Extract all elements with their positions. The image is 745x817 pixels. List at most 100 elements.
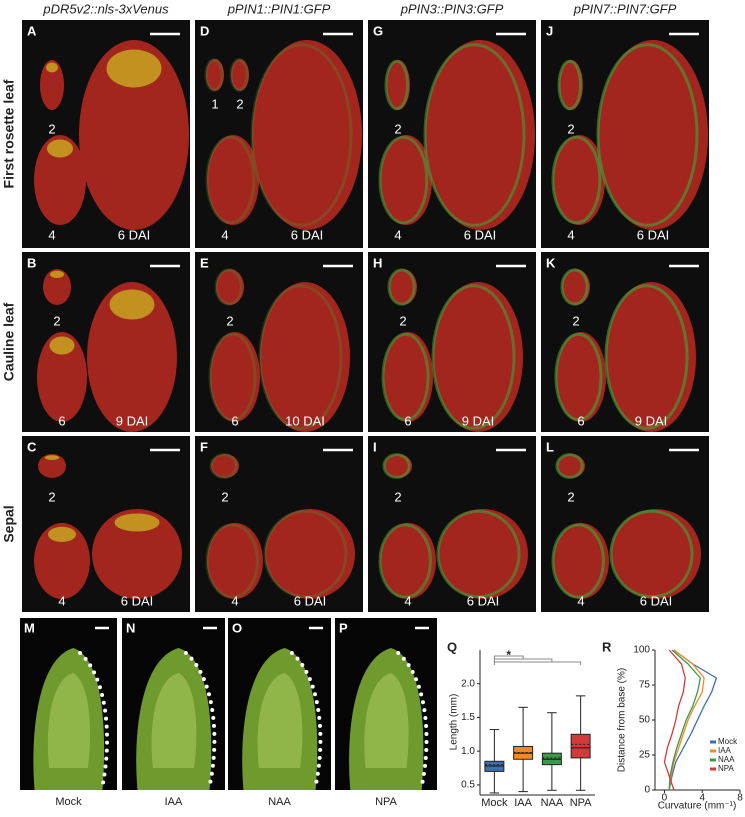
stage-label: 6 DAI [464,227,497,242]
stage-label: 2 [399,313,406,328]
organ [210,332,260,422]
panel-letter: F [200,439,208,454]
organ-signal [560,268,589,306]
stage-label: 1 [211,96,218,111]
organ-signal [250,43,353,227]
image-panel: A 2 4 6 DAI [22,20,190,248]
stage-label: 6 DAI [640,593,673,608]
photo-panel: O [228,618,331,790]
x-axis-label: Curvature (mm⁻¹) [658,801,737,812]
panel-letter: G [373,23,383,38]
image-panel: K 2 6 9 DAI [541,252,709,432]
organ [216,269,244,305]
photo-panel: N [122,618,225,790]
organ-signal [46,62,58,73]
panel-letter: M [24,620,35,635]
organ-signal [431,284,516,430]
row-title: Cauline leaf [1,302,17,381]
organ [611,509,701,599]
stage-label: 4 [48,227,55,242]
organ [38,454,66,478]
organ-signal [205,135,256,225]
organ-signal [47,139,73,158]
organ-signal [209,453,238,479]
column-title: pDR5v2::nls-3xVenus [42,1,169,16]
legend-label: NPA [718,764,735,773]
organ-signal [609,509,694,599]
legend-label: Mock [718,737,738,746]
stage-label: 2 [48,489,55,504]
organ [384,454,412,478]
organ-signal [378,135,429,225]
organ [252,40,362,230]
organ [606,282,696,432]
organ-signal [381,332,430,422]
y-axis-label: Length (mm) [449,694,460,751]
x-tick-label: 8 [737,793,743,804]
image-panel: F 2 4 6 DAI [195,436,363,612]
stage-label: 9 DAI [635,413,668,428]
stage-label: 6 DAI [291,227,324,242]
organ [380,523,436,599]
row-title: Sepal [1,505,17,542]
panel-letter: B [27,255,36,270]
organ-signal [378,523,432,599]
curvature-line [668,649,718,791]
stage-label: 6 [577,413,584,428]
x-tick-label: IAA [514,797,532,809]
organ [598,40,708,230]
leaf-highlight [364,673,409,768]
organ-signal [557,59,583,111]
leaf-outline [78,651,110,788]
organ-signal [551,135,602,225]
organ [433,282,523,432]
organ [260,282,350,432]
organ-signal [45,455,59,460]
y-tick-label: 1.0 [461,746,475,757]
y-axis-label: Distance from base (%) [617,668,628,772]
leaf-outline [183,651,217,788]
significance-marker: * [506,648,511,662]
organ [553,523,609,599]
panel-letter: C [27,439,37,454]
stage-label: 2 [567,489,574,504]
organ-signal [551,523,605,599]
organ-signal [423,43,526,227]
significance-bracket [493,658,553,662]
organ [40,60,64,110]
organ [37,332,87,422]
organ [559,60,583,110]
leaf-outline [289,651,323,788]
organ-signal [205,523,259,599]
panel-letter: Q [447,639,457,654]
organ-signal [109,289,155,320]
image-panel: J 2 4 6 DAI [541,20,709,248]
legend-label: IAA [718,746,732,755]
stage-label: 2 [48,121,55,136]
y-tick-label: 1.5 [461,712,475,723]
organ-signal [436,509,521,599]
organ [207,135,259,225]
image-panel: H 2 6 9 DAI [368,252,536,432]
organ-signal [208,332,257,422]
organ [231,59,249,91]
organ-signal [214,268,243,306]
stage-label: 2 [567,121,574,136]
stage-label: 6 DAI [467,593,500,608]
y-tick-label: 25 [639,750,651,761]
panel-letter: N [126,620,135,635]
stage-label: 6 [231,413,238,428]
image-panel: C 2 4 6 DAI [22,436,190,612]
stage-label: 6 [58,413,65,428]
box [570,733,591,759]
column-title: pPIN3::PIN3:GFP [400,1,504,16]
stage-label: 6 DAI [121,593,154,608]
significance-bracket [493,661,582,665]
organ-signal [384,59,410,111]
stage-label: 4 [394,227,401,242]
organ [87,282,177,432]
panel-letter: H [373,255,382,270]
organ-signal [258,284,343,430]
legend-label: NAA [718,755,735,764]
